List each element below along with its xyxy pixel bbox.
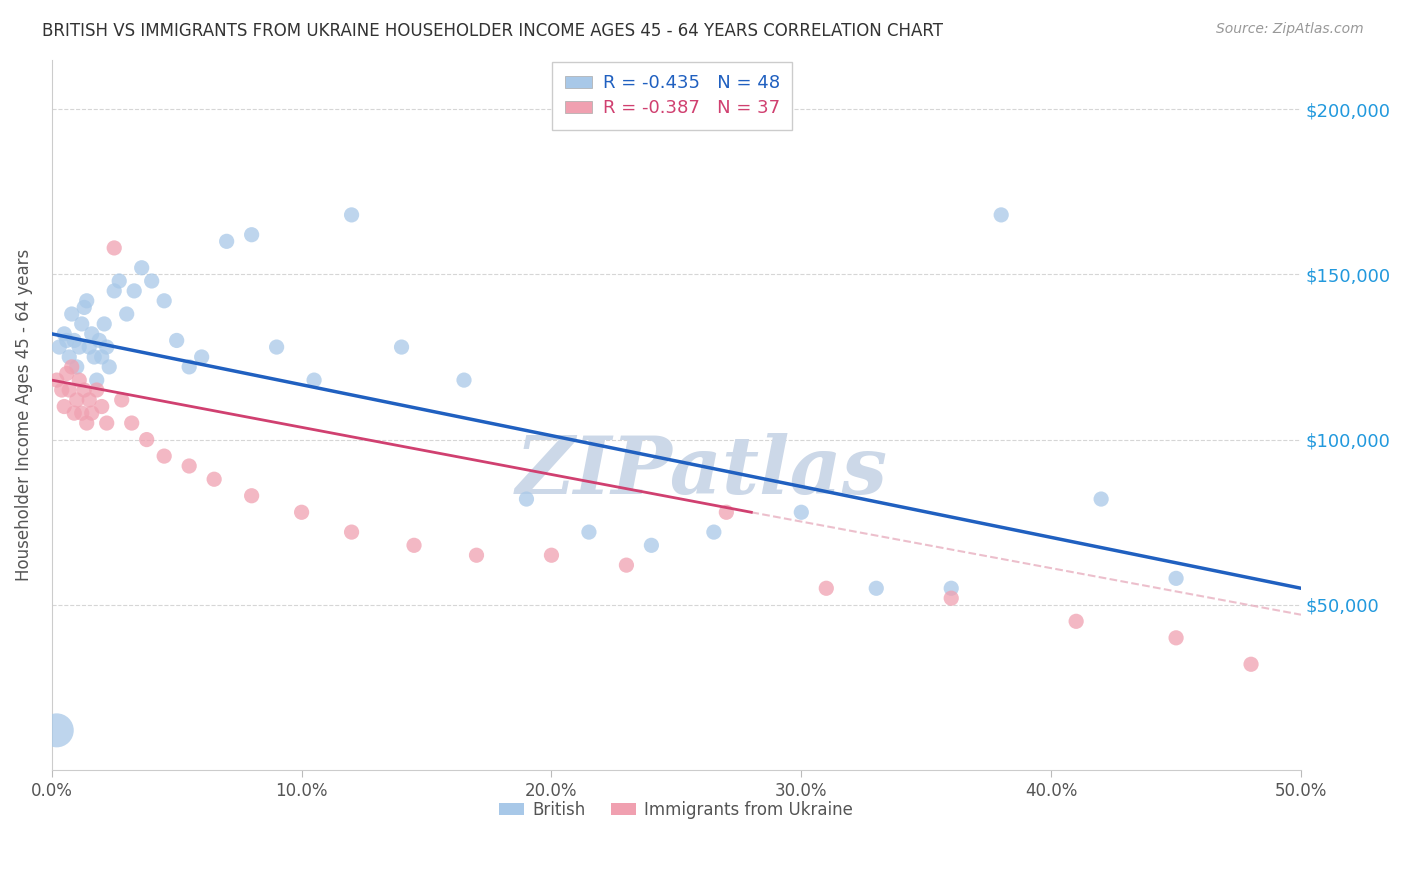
Point bbox=[1090, 491, 1112, 506]
Point bbox=[179, 359, 201, 374]
Point bbox=[83, 350, 105, 364]
Point bbox=[703, 525, 725, 540]
Point bbox=[67, 373, 90, 387]
Text: ZIPatlas: ZIPatlas bbox=[516, 433, 887, 510]
Point bbox=[578, 525, 600, 540]
Point bbox=[55, 334, 77, 348]
Point bbox=[98, 359, 121, 374]
Point bbox=[340, 208, 363, 222]
Point bbox=[76, 416, 98, 430]
Point bbox=[96, 340, 118, 354]
Point bbox=[90, 400, 112, 414]
Point bbox=[291, 505, 314, 519]
Point bbox=[266, 340, 288, 354]
Point bbox=[96, 416, 118, 430]
Point bbox=[190, 350, 212, 364]
Legend: British, Immigrants from Ukraine: British, Immigrants from Ukraine bbox=[494, 794, 860, 826]
Point bbox=[86, 373, 108, 387]
Point bbox=[93, 317, 115, 331]
Point bbox=[70, 317, 93, 331]
Point bbox=[941, 591, 963, 606]
Point bbox=[1240, 657, 1263, 672]
Point bbox=[141, 274, 163, 288]
Point bbox=[45, 723, 67, 738]
Point bbox=[66, 359, 89, 374]
Point bbox=[63, 406, 86, 420]
Point bbox=[60, 359, 83, 374]
Point bbox=[815, 581, 838, 595]
Point bbox=[1064, 615, 1087, 629]
Point bbox=[202, 472, 225, 486]
Point bbox=[73, 383, 96, 397]
Point bbox=[153, 449, 176, 463]
Point bbox=[48, 340, 70, 354]
Point bbox=[90, 350, 112, 364]
Point bbox=[76, 293, 98, 308]
Point bbox=[941, 581, 963, 595]
Point bbox=[990, 208, 1012, 222]
Point bbox=[135, 433, 157, 447]
Point bbox=[540, 548, 562, 562]
Point bbox=[1164, 571, 1187, 585]
Point bbox=[103, 284, 125, 298]
Point bbox=[716, 505, 738, 519]
Point bbox=[121, 416, 143, 430]
Point bbox=[51, 383, 73, 397]
Point bbox=[80, 326, 103, 341]
Point bbox=[63, 334, 86, 348]
Point bbox=[77, 340, 100, 354]
Point bbox=[53, 400, 76, 414]
Point bbox=[865, 581, 887, 595]
Point bbox=[153, 293, 176, 308]
Point bbox=[70, 406, 93, 420]
Point bbox=[58, 350, 80, 364]
Point bbox=[111, 392, 134, 407]
Point bbox=[402, 538, 425, 552]
Point bbox=[108, 274, 131, 288]
Point bbox=[89, 334, 111, 348]
Point bbox=[103, 241, 125, 255]
Text: BRITISH VS IMMIGRANTS FROM UKRAINE HOUSEHOLDER INCOME AGES 45 - 64 YEARS CORRELA: BRITISH VS IMMIGRANTS FROM UKRAINE HOUSE… bbox=[42, 22, 943, 40]
Text: Source: ZipAtlas.com: Source: ZipAtlas.com bbox=[1216, 22, 1364, 37]
Point bbox=[86, 383, 108, 397]
Point bbox=[131, 260, 153, 275]
Point bbox=[166, 334, 188, 348]
Point bbox=[60, 307, 83, 321]
Point bbox=[391, 340, 413, 354]
Point bbox=[465, 548, 488, 562]
Point bbox=[790, 505, 813, 519]
Point bbox=[66, 392, 89, 407]
Point bbox=[45, 373, 67, 387]
Point bbox=[179, 458, 201, 473]
Point bbox=[67, 340, 90, 354]
Point bbox=[240, 489, 263, 503]
Point bbox=[80, 406, 103, 420]
Point bbox=[1164, 631, 1187, 645]
Point bbox=[515, 491, 537, 506]
Point bbox=[453, 373, 475, 387]
Point bbox=[616, 558, 638, 573]
Y-axis label: Householder Income Ages 45 - 64 years: Householder Income Ages 45 - 64 years bbox=[15, 249, 32, 581]
Point bbox=[215, 235, 238, 249]
Point bbox=[58, 383, 80, 397]
Point bbox=[53, 326, 76, 341]
Point bbox=[115, 307, 138, 321]
Point bbox=[122, 284, 145, 298]
Point bbox=[302, 373, 325, 387]
Point bbox=[640, 538, 662, 552]
Point bbox=[77, 392, 100, 407]
Point bbox=[55, 367, 77, 381]
Point bbox=[73, 301, 96, 315]
Point bbox=[240, 227, 263, 242]
Point bbox=[340, 525, 363, 540]
